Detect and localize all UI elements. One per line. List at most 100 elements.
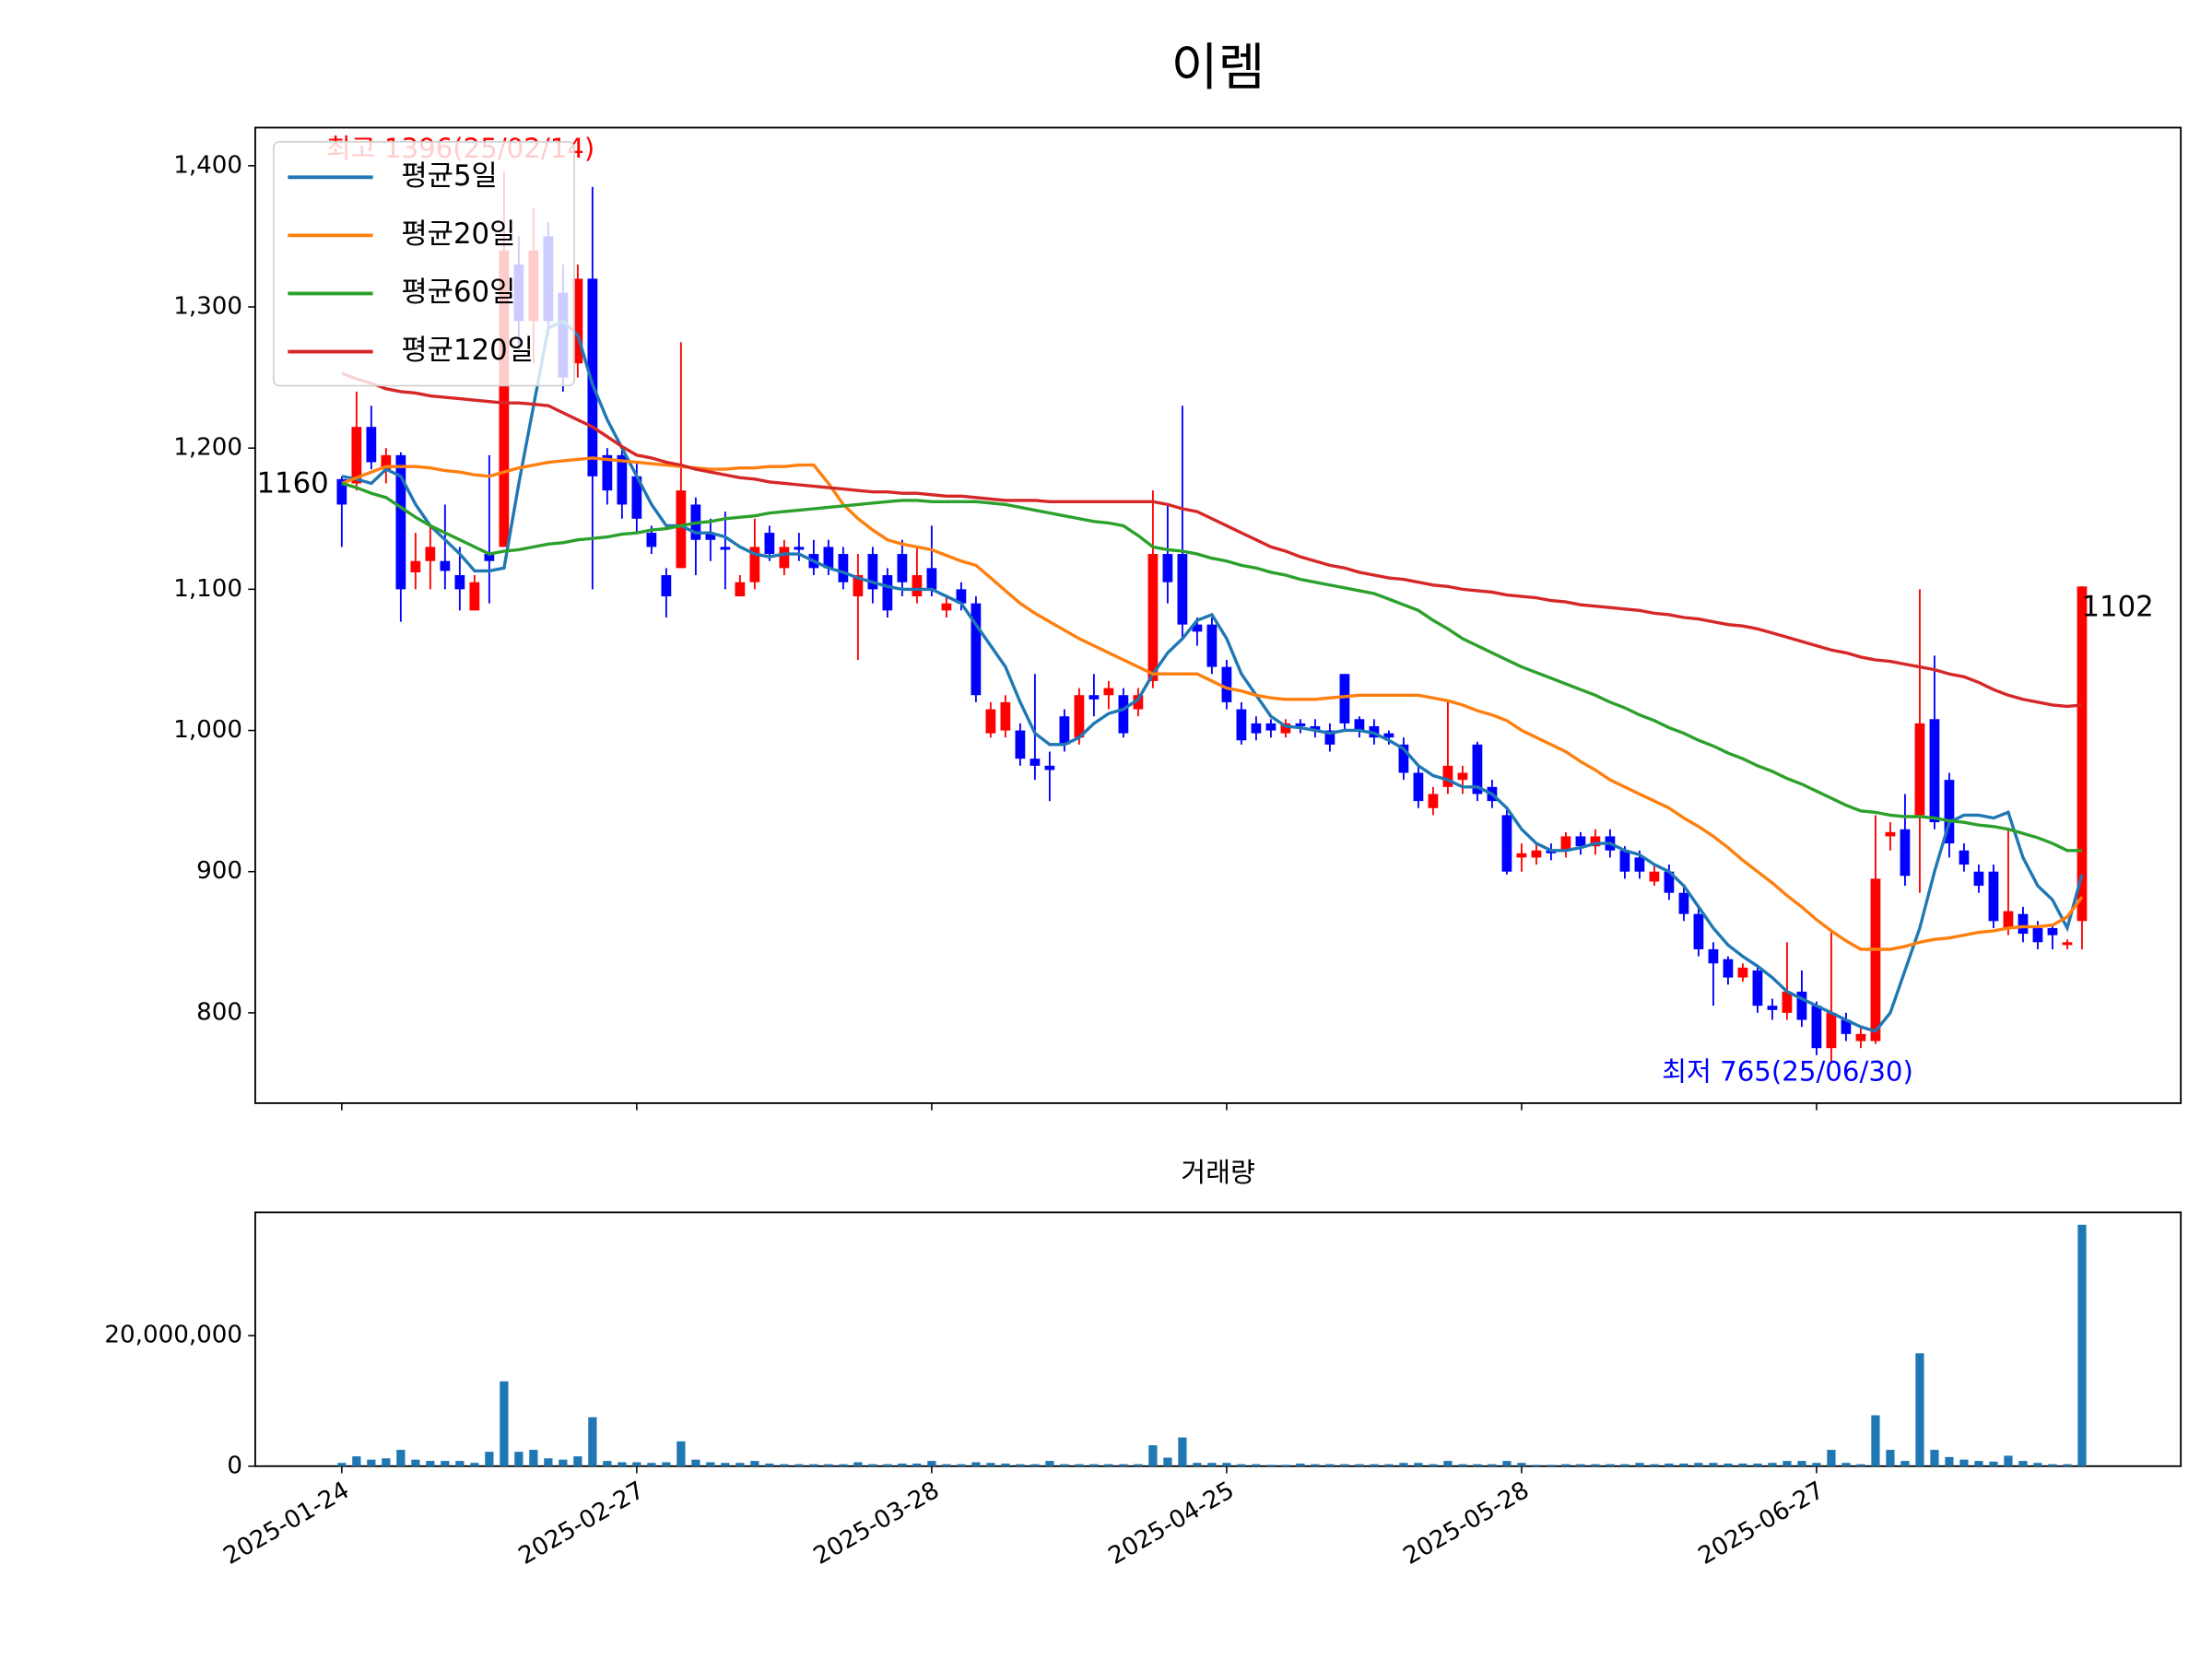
volume-bar	[662, 1462, 671, 1466]
volume-bar	[500, 1381, 509, 1466]
candle-body	[720, 547, 731, 550]
candle-body	[336, 478, 347, 505]
candle-body	[1236, 709, 1247, 741]
candle-body	[1251, 723, 1262, 734]
candle-body	[1870, 878, 1881, 1041]
last-close-label: 1102	[2081, 591, 2153, 624]
volume-bar	[588, 1417, 597, 1466]
candle-body	[897, 554, 908, 582]
volume-bar	[2077, 1224, 2087, 1466]
volume-bar	[957, 1464, 966, 1466]
candle-body	[1103, 688, 1114, 696]
y-tick-label: 1,400	[173, 151, 242, 179]
candle-body	[454, 575, 465, 590]
volume-bar	[1561, 1464, 1571, 1466]
candle-body	[572, 278, 583, 364]
volume-bar	[485, 1452, 494, 1466]
chart-title: 이렘	[1171, 39, 1265, 98]
volume-bar	[382, 1458, 391, 1466]
volume-bar	[573, 1456, 582, 1466]
y-tick-label: 800	[196, 998, 242, 1026]
candle-body	[1265, 723, 1277, 731]
candle-body	[1162, 554, 1173, 582]
volume-bar	[1650, 1464, 1659, 1466]
volume-bar	[691, 1459, 700, 1466]
candle-body	[587, 278, 598, 477]
volume-bar	[1930, 1450, 1939, 1466]
candle-body	[971, 603, 982, 696]
volume-bar	[1370, 1464, 1379, 1466]
volume-bar	[1060, 1464, 1069, 1466]
volume-bar	[1429, 1464, 1438, 1466]
legend-label: 평균5일	[401, 159, 497, 193]
volume-bar	[750, 1461, 759, 1466]
candle-body	[631, 476, 642, 519]
volume-bar	[1075, 1464, 1084, 1466]
y-tick-label: 900	[196, 857, 242, 885]
candle-body	[1000, 701, 1011, 731]
candle-body	[1649, 871, 1660, 882]
candle-body	[1959, 850, 1970, 865]
candle-body	[1177, 554, 1188, 625]
candle-body	[484, 554, 495, 561]
volume-bar	[441, 1461, 450, 1466]
candle-body	[1133, 695, 1144, 710]
candle-body	[749, 547, 760, 582]
candle-body	[1914, 723, 1925, 816]
candle-body	[1973, 871, 1984, 887]
moving-average-line	[341, 456, 2084, 951]
volume-bar	[1399, 1463, 1408, 1466]
candle-body	[1944, 780, 1955, 844]
candle-body	[646, 533, 657, 547]
volume-bar	[2018, 1461, 2028, 1466]
volume-bar	[1119, 1464, 1128, 1466]
volume-bar	[1355, 1464, 1364, 1466]
volume-bar	[1606, 1464, 1615, 1466]
candle-body	[2047, 927, 2058, 935]
candle-body	[1782, 991, 1793, 1013]
candle-body	[1442, 765, 1453, 787]
volume-bar	[868, 1464, 877, 1466]
moving-average-line	[341, 371, 2083, 709]
candle-body	[1147, 554, 1159, 681]
candle-body	[1634, 857, 1645, 872]
candle-body	[1708, 948, 1719, 964]
candle-body	[1900, 829, 1911, 877]
volume-bar	[470, 1463, 479, 1466]
volume-bar	[1827, 1450, 1836, 1466]
volume-bar	[735, 1463, 745, 1466]
candle-body	[2003, 911, 2014, 928]
candle-body	[1560, 836, 1571, 851]
candle-body	[425, 547, 436, 561]
candle-body	[1826, 1012, 1837, 1049]
volume-bar	[765, 1463, 774, 1466]
volume-bar	[1812, 1463, 1821, 1466]
candle-body	[1280, 723, 1291, 734]
candle-body	[1030, 759, 1041, 766]
volume-bar	[1178, 1437, 1187, 1466]
candle-body	[1855, 1033, 1866, 1041]
legend-label: 평균120일	[401, 334, 534, 367]
candle-body	[794, 547, 805, 550]
volume-bar	[942, 1464, 951, 1466]
candle-body	[410, 560, 421, 572]
volume-bar	[1148, 1445, 1158, 1466]
candle-body	[1678, 892, 1689, 914]
candle-body	[941, 603, 952, 611]
volume-bar	[1783, 1461, 1792, 1466]
volume-bar	[1340, 1464, 1349, 1466]
volume-bar	[632, 1462, 641, 1466]
volume-bar	[1841, 1463, 1851, 1466]
volume-bar	[1591, 1464, 1600, 1466]
volume-bar	[618, 1462, 627, 1466]
candle-body	[1531, 850, 1542, 858]
candle-body	[1841, 1019, 1852, 1034]
volume-bar	[1724, 1463, 1733, 1466]
volume-bar	[647, 1463, 656, 1466]
legend-label: 평균20일	[401, 218, 515, 251]
candle-body	[1015, 730, 1026, 759]
volume-bar	[1517, 1463, 1526, 1466]
volume-bar	[706, 1462, 715, 1466]
volume-bar	[529, 1450, 538, 1466]
volume-bar	[1458, 1464, 1467, 1466]
